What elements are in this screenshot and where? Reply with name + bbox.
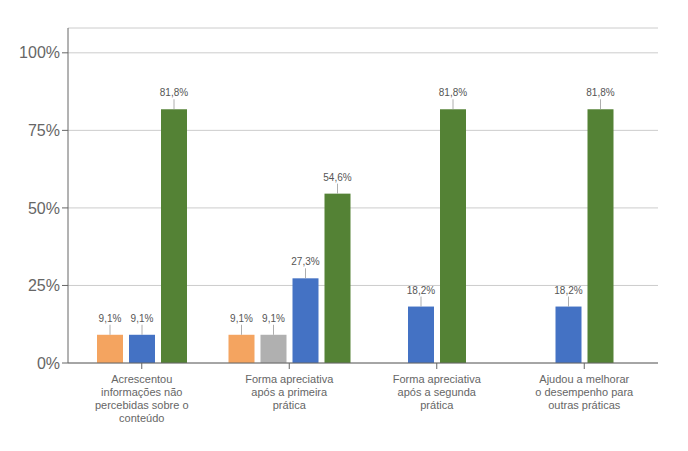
svg-text:9,1%: 9,1%	[131, 313, 154, 324]
svg-text:Forma apreciativaapós a segund: Forma apreciativaapós a segundaprática	[393, 373, 482, 411]
svg-text:81,8%: 81,8%	[160, 87, 188, 98]
svg-text:0%: 0%	[37, 355, 60, 372]
svg-text:100%: 100%	[19, 44, 60, 61]
svg-text:18,2%: 18,2%	[407, 285, 435, 296]
svg-text:81,8%: 81,8%	[586, 87, 614, 98]
svg-text:75%: 75%	[28, 122, 60, 139]
svg-text:9,1%: 9,1%	[99, 313, 122, 324]
svg-text:81,8%: 81,8%	[439, 87, 467, 98]
svg-text:Forma apreciativaapós a primei: Forma apreciativaapós a primeiraprática	[245, 373, 334, 411]
svg-text:9,1%: 9,1%	[262, 313, 285, 324]
svg-text:25%: 25%	[28, 277, 60, 294]
svg-text:50%: 50%	[28, 200, 60, 217]
svg-text:Ajudou a melhoraro desempenho: Ajudou a melhoraro desempenho paraoutras…	[535, 373, 634, 411]
svg-text:Acrescentouinformações nãoperc: Acrescentouinformações nãopercebidas sob…	[95, 373, 189, 424]
svg-text:54,6%: 54,6%	[323, 172, 351, 183]
svg-text:18,2%: 18,2%	[554, 285, 582, 296]
svg-text:9,1%: 9,1%	[230, 313, 253, 324]
svg-text:27,3%: 27,3%	[291, 256, 319, 267]
